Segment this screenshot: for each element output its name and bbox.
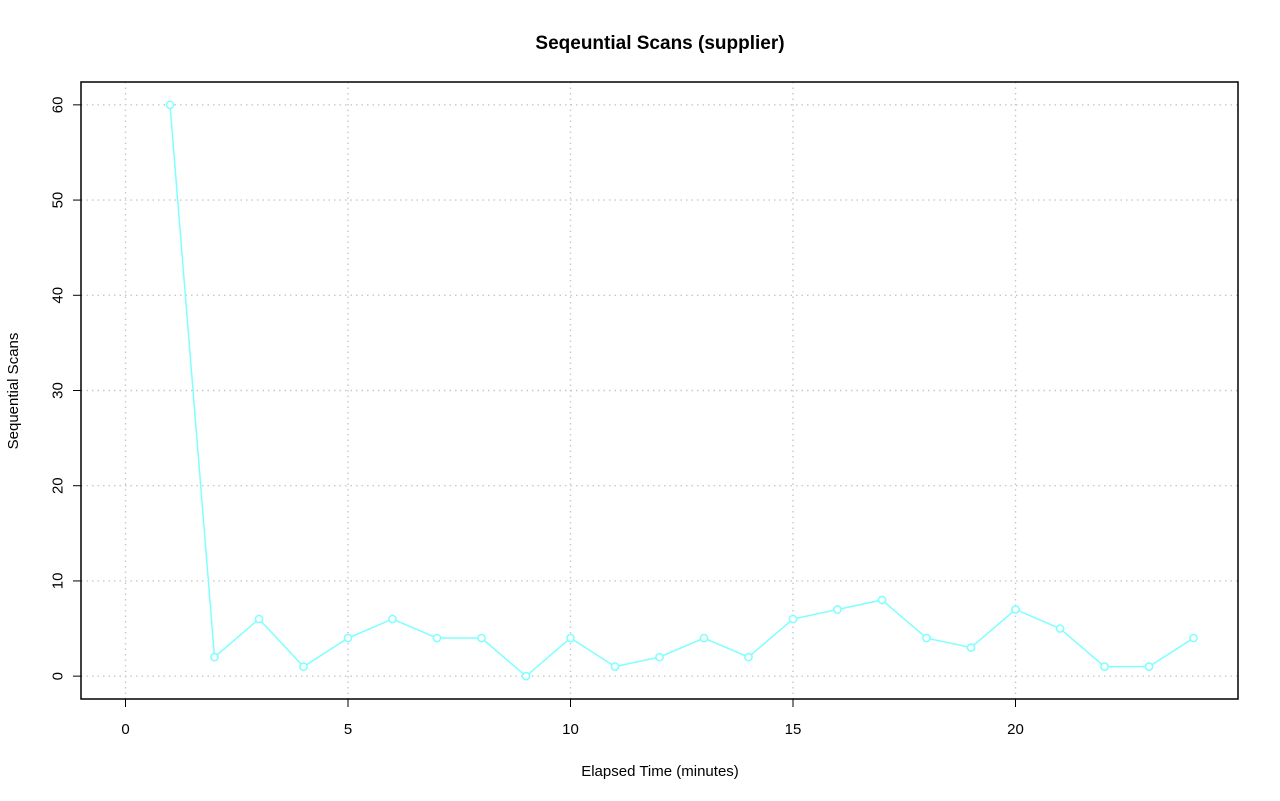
y-tick-label: 10 <box>49 573 66 590</box>
data-point <box>1055 624 1065 633</box>
y-tick-label: 60 <box>49 97 66 114</box>
data-point <box>254 614 264 624</box>
data-point <box>1189 633 1198 643</box>
data-point <box>165 100 175 110</box>
y-axis: 0 10 20 30 40 50 60 <box>49 97 81 680</box>
data-point <box>699 633 709 643</box>
data-point <box>877 595 887 605</box>
data-point <box>610 662 620 671</box>
x-tick-label: 0 <box>121 721 129 738</box>
data-point <box>1011 605 1020 614</box>
data-point <box>1100 662 1109 671</box>
y-tick-label: 40 <box>49 287 66 304</box>
y-tick-label: 50 <box>49 192 66 209</box>
data-point <box>299 662 308 671</box>
y-axis-label: Sequential Scans <box>5 333 22 450</box>
data-point <box>521 671 531 681</box>
data-point <box>788 614 798 624</box>
x-tick-label: 10 <box>562 721 579 738</box>
data-point <box>566 633 575 643</box>
data-point <box>655 652 664 662</box>
x-tick-label: 5 <box>344 721 352 738</box>
data-point <box>388 614 397 624</box>
series-supplier <box>165 100 1198 681</box>
data-point <box>1144 662 1154 671</box>
data-point <box>966 643 976 652</box>
chart-title: Seqeuntial Scans (supplier) <box>535 33 784 54</box>
data-point <box>922 633 931 643</box>
x-axis: 0 5 10 15 20 <box>121 699 1024 738</box>
x-tick-label: 20 <box>1007 721 1024 738</box>
data-point <box>343 633 353 643</box>
x-tick-label: 15 <box>785 721 802 738</box>
grid <box>81 82 1238 699</box>
data-point <box>210 652 219 662</box>
data-point <box>744 652 753 662</box>
y-tick-label: 20 <box>49 477 66 494</box>
data-point <box>432 633 442 643</box>
data-point <box>833 605 842 614</box>
x-axis-label: Elapsed Time (minutes) <box>581 763 739 780</box>
y-tick-label: 30 <box>49 382 66 399</box>
series-line <box>169 104 1194 678</box>
y-tick-label: 0 <box>49 672 66 680</box>
data-point <box>477 633 486 643</box>
